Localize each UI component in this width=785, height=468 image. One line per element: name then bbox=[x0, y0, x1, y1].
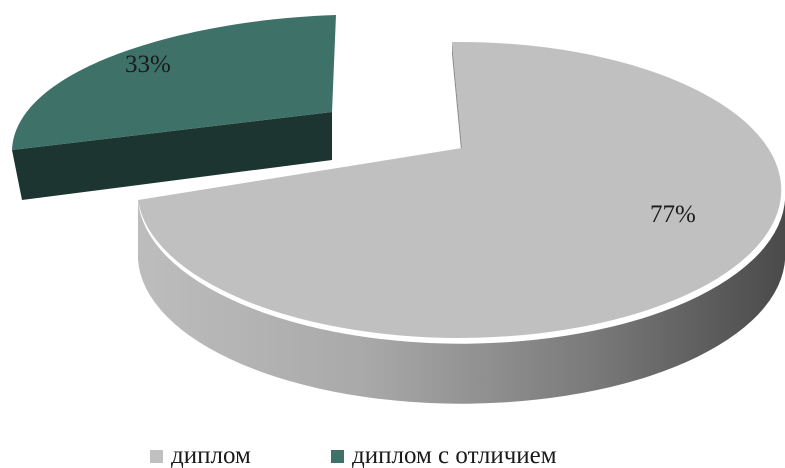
pie-slice-diplom bbox=[138, 41, 785, 404]
data-label-diplom: 77% bbox=[650, 201, 696, 228]
legend-swatch-diplom bbox=[150, 450, 163, 463]
pie-slice-otlichiem-side bbox=[12, 112, 332, 200]
data-label-otlichiem: 33% bbox=[125, 51, 171, 78]
legend-label-diplom: диплом bbox=[171, 442, 251, 468]
pie-slice-diplom-s-otlichiem bbox=[12, 15, 336, 200]
pie-slice-diplom-side bbox=[138, 190, 785, 404]
legend: диплом диплом с отличием bbox=[150, 442, 557, 468]
pie-slice-otlichiem-top bbox=[12, 15, 336, 150]
pie-slice-diplom-inner-wall bbox=[452, 42, 462, 160]
pie-slice-diplom-top bbox=[138, 41, 782, 338]
legend-swatch-otlichiem bbox=[331, 450, 344, 463]
legend-label-otlichiem: диплом с отличием bbox=[352, 442, 557, 468]
